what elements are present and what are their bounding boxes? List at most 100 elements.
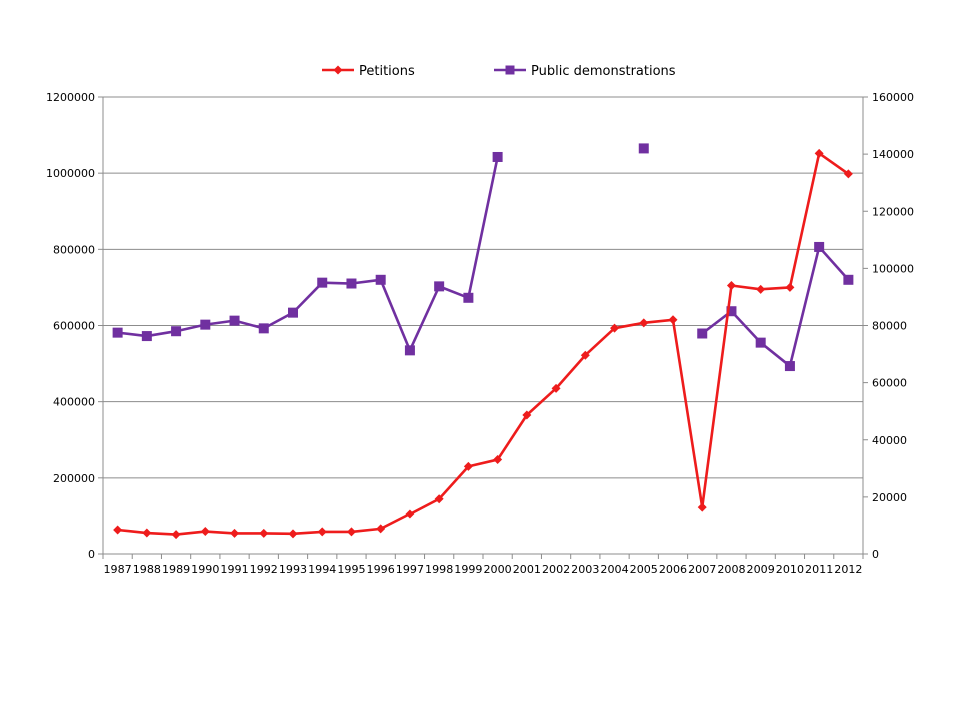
y2-axis-tick-label: 60000 <box>872 377 907 390</box>
x-axis-tick-label: 1998 <box>425 563 453 576</box>
data-point <box>522 410 532 420</box>
data-point <box>843 169 853 179</box>
data-point <box>492 151 503 162</box>
x-axis-tick-label: 2007 <box>688 563 716 576</box>
series-petitions <box>113 148 853 540</box>
legend: Petitions Public demonstrations <box>322 64 676 79</box>
data-point <box>141 331 152 342</box>
data-point <box>142 528 152 538</box>
y2-axis-tick-label: 80000 <box>872 320 907 333</box>
legend-item: Petitions <box>322 64 415 79</box>
data-point <box>288 307 298 318</box>
data-point <box>463 292 474 303</box>
data-point <box>113 525 123 535</box>
data-point <box>697 502 707 512</box>
data-point <box>814 241 825 252</box>
data-point <box>404 345 415 356</box>
x-axis-tick-label: 1989 <box>162 563 190 576</box>
x-axis-tick-label: 2002 <box>542 563 570 576</box>
data-point <box>112 327 123 338</box>
y-axis-tick-label: 1000000 <box>46 167 95 180</box>
x-axis-tick-label: 1994 <box>308 563 336 576</box>
y2-axis-tick-label: 100000 <box>872 262 914 275</box>
y2-axis-tick-label: 140000 <box>872 148 914 161</box>
data-point <box>171 530 181 540</box>
y2-axis-tick-label: 20000 <box>872 491 907 504</box>
x-axis-tick-label: 1990 <box>191 563 219 576</box>
data-point <box>317 277 328 288</box>
x-axis-tick-label: 1996 <box>367 563 395 576</box>
data-point <box>610 323 620 333</box>
axes: 0 200000 400000 600000 800000 1000000 1200000 0… <box>46 91 914 576</box>
x-axis-tick-label: 2008 <box>717 563 745 576</box>
x-axis-tick-label: 2012 <box>834 563 862 576</box>
series <box>112 143 854 540</box>
x-axis-tick-label: 2010 <box>776 563 804 576</box>
y-axis-tick-label: 600000 <box>53 320 95 333</box>
y-axis-tick-label: 200000 <box>53 472 95 485</box>
data-point <box>668 315 678 325</box>
x-axis-tick-label: 1997 <box>396 563 424 576</box>
data-point <box>258 323 269 334</box>
x-axis-tick-label: 1991 <box>220 563 248 576</box>
data-point <box>726 306 737 317</box>
data-point <box>814 148 824 158</box>
data-point <box>375 274 386 285</box>
data-point <box>493 455 503 465</box>
y-axis-tick-label: 0 <box>88 548 95 561</box>
legend-item: Public demonstrations <box>494 64 676 79</box>
x-axis-tick-label: 2004 <box>600 563 628 576</box>
data-point <box>317 527 327 537</box>
data-point <box>346 278 357 289</box>
legend-label: Public demonstrations <box>531 64 676 79</box>
x-axis-tick-label: 2006 <box>659 563 687 576</box>
y-axis-tick-label: 800000 <box>53 243 95 256</box>
x-axis-tick-label: 1995 <box>337 563 365 576</box>
data-point <box>843 274 854 285</box>
x-axis-tick-label: 1987 <box>104 563 132 576</box>
x-axis-tick-label: 2005 <box>630 563 658 576</box>
data-point <box>785 282 795 292</box>
data-point <box>638 143 649 154</box>
data-point <box>230 528 240 538</box>
x-axis-tick-label: 2011 <box>805 563 833 576</box>
x-axis-tick-label: 2000 <box>484 563 512 576</box>
y2-axis-tick-label: 0 <box>872 548 879 561</box>
data-point <box>697 328 708 339</box>
data-point <box>229 315 240 326</box>
data-point <box>551 383 561 393</box>
x-axis-tick-label: 2003 <box>571 563 599 576</box>
legend-swatch-marker <box>333 65 343 75</box>
x-axis-tick-label: 1992 <box>250 563 278 576</box>
data-point <box>434 281 445 292</box>
data-point <box>580 350 590 360</box>
y-axis-tick-label: 400000 <box>53 396 95 409</box>
data-point <box>200 527 210 537</box>
y2-axis-tick-label: 160000 <box>872 91 914 104</box>
data-point <box>346 527 356 537</box>
x-axis-tick-label: 1999 <box>454 563 482 576</box>
data-point <box>200 319 211 330</box>
data-point <box>755 337 766 348</box>
series-line <box>117 152 850 536</box>
data-point <box>259 528 269 538</box>
data-point <box>784 361 795 372</box>
x-axis-tick-label: 2001 <box>513 563 541 576</box>
y-axis-tick-label: 1200000 <box>46 91 95 104</box>
data-point <box>639 318 649 328</box>
x-axis-tick-label: 2009 <box>747 563 775 576</box>
legend-swatch-marker <box>505 65 515 75</box>
data-point <box>434 494 444 504</box>
data-point <box>288 529 298 539</box>
data-point <box>405 509 415 519</box>
data-point <box>756 284 766 294</box>
legend-label: Petitions <box>359 64 415 79</box>
data-point <box>376 524 386 534</box>
y2-axis-tick-label: 120000 <box>872 205 914 218</box>
x-axis-tick-label: 1988 <box>133 563 161 576</box>
y2-axis-tick-label: 40000 <box>872 434 907 447</box>
data-point <box>171 326 182 337</box>
series-line <box>117 156 850 368</box>
